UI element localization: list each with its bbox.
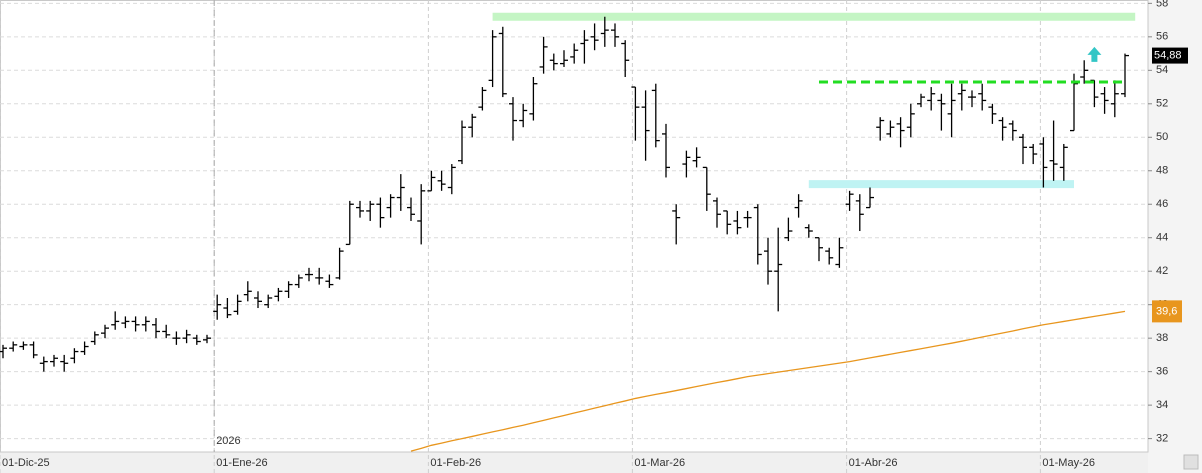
y-tick-label: 54 [1156, 64, 1168, 76]
y-tick-label: 46 [1156, 198, 1168, 210]
x-tick-label: 01-Feb-26 [430, 457, 481, 469]
x-axis-panel [0, 452, 1148, 473]
y-tick-label: 42 [1156, 265, 1168, 277]
x-tick-label: 01-Dic-25 [2, 457, 50, 469]
ma-value-label: 39,6 [1156, 305, 1177, 317]
y-tick-label: 44 [1156, 232, 1168, 244]
x-tick-label: 01-Abr-26 [849, 457, 898, 469]
last-price-box [1152, 47, 1188, 64]
y-axis-panel [1148, 0, 1202, 473]
moving-average [410, 310, 1126, 452]
y-tick-label: 50 [1156, 131, 1168, 143]
y-tick-label: 32 [1156, 433, 1168, 445]
y-tick-label: 48 [1156, 165, 1168, 177]
last-price-label: 54,88 [1154, 49, 1182, 61]
y-tick-label: 56 [1156, 31, 1168, 43]
corner-icon [1183, 454, 1199, 470]
y-tick-label: 38 [1156, 332, 1168, 344]
y-tick-label: 52 [1156, 98, 1168, 110]
x-tick-label: 01-Ene-26 [216, 457, 267, 469]
y-tick-label: 58 [1156, 0, 1168, 9]
ma-value-box [1152, 300, 1182, 323]
year-label: 2026 [216, 435, 240, 447]
y-tick-label: 34 [1156, 399, 1168, 411]
x-tick-label: 01-Mar-26 [634, 457, 685, 469]
x-tick-label: 01-May-26 [1042, 457, 1095, 469]
up-arrow [1087, 46, 1102, 62]
y-tick-label: 36 [1156, 366, 1168, 378]
